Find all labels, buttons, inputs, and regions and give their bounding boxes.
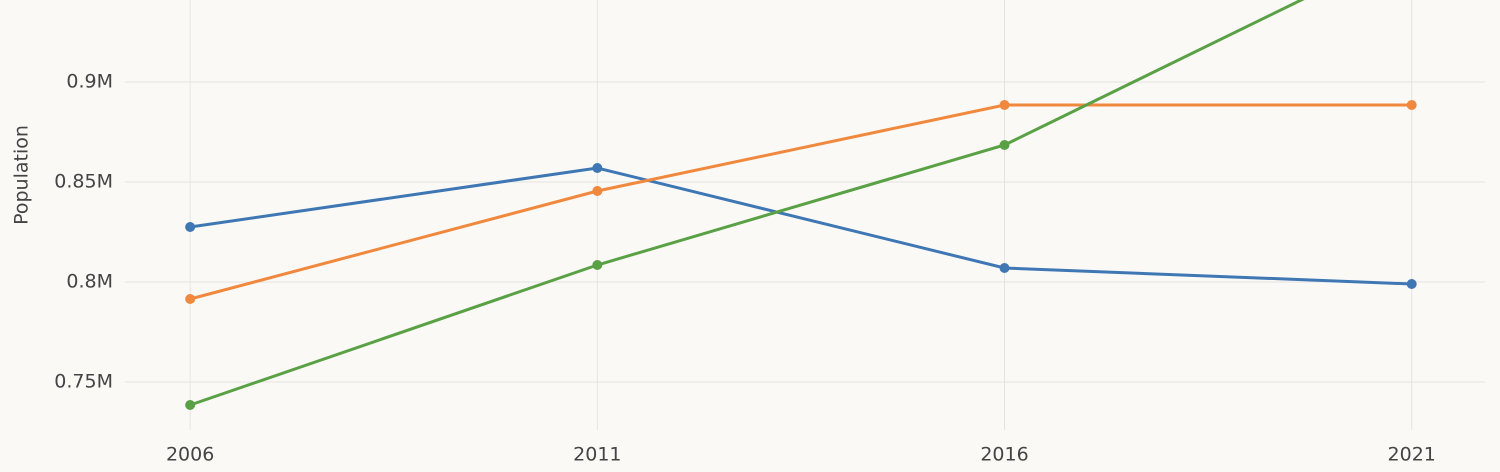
- series-line: [189, 0, 1305, 407]
- data-point: [592, 163, 603, 173]
- y-tick-label: 0.75M: [54, 371, 113, 393]
- grid: [125, 0, 1485, 430]
- data-point: [1406, 100, 1417, 110]
- x-tick-label: 2011: [573, 444, 621, 466]
- data-point: [592, 186, 603, 196]
- x-tick-label: 2006: [166, 444, 214, 466]
- data-point: [999, 140, 1010, 150]
- series-line: [189, 103, 1412, 301]
- data-point: [185, 294, 196, 304]
- data-point: [999, 263, 1010, 273]
- data-point: [999, 100, 1010, 110]
- x-tick-label: 2016: [980, 444, 1028, 466]
- x-tick-label: 2021: [1388, 444, 1436, 466]
- y-axis-title: Population: [11, 125, 33, 225]
- series-line: [189, 166, 1412, 286]
- y-tick-label: 0.9M: [66, 71, 113, 93]
- y-tick-label: 0.8M: [66, 271, 113, 293]
- data-point: [185, 222, 196, 232]
- data-point: [592, 260, 603, 270]
- data-point: [1406, 279, 1417, 289]
- data-point: [185, 400, 196, 410]
- y-tick-label: 0.85M: [54, 171, 113, 193]
